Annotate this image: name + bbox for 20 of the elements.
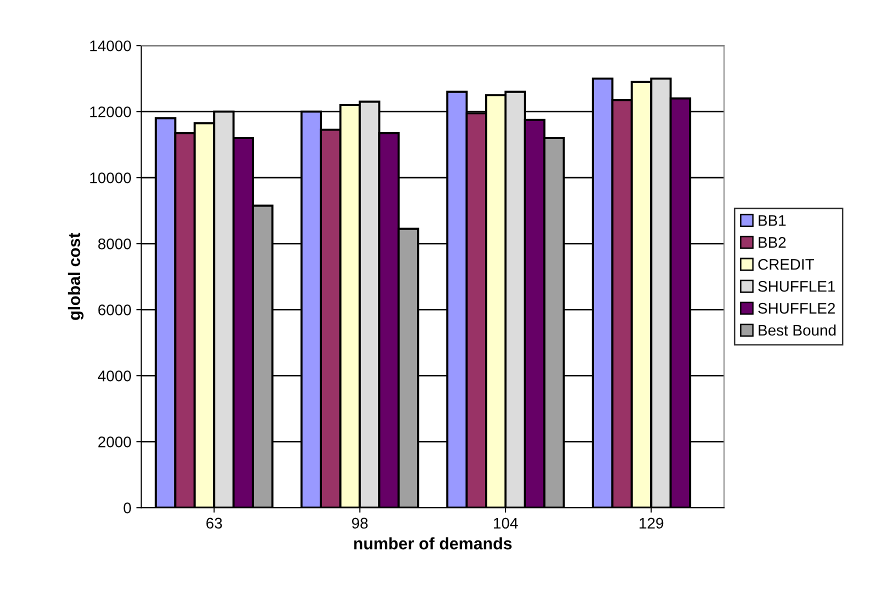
legend-label: BB2 <box>758 237 786 248</box>
legend-label: SHUFFLE1 <box>758 280 835 292</box>
legend-label: Best Bound <box>758 324 836 336</box>
legend-label: BB1 <box>758 215 786 226</box>
x-tick-label: 63 <box>206 518 222 529</box>
legend-label: CREDIT <box>758 258 814 270</box>
legend-label: SHUFFLE2 <box>758 302 835 314</box>
y-tick-label: 8000 <box>98 238 131 250</box>
y-tick-label: 0 <box>124 502 131 514</box>
y-tick-label: 2000 <box>98 436 131 448</box>
x-axis-title: number of demands <box>354 537 512 550</box>
x-tick-label: 98 <box>352 518 368 529</box>
x-tick-label: 129 <box>640 518 664 529</box>
y-tick-label: 4000 <box>98 370 131 382</box>
y-tick-label: 14000 <box>90 40 131 52</box>
x-tick-label: 104 <box>494 518 518 529</box>
y-axis-title: global cost <box>68 232 84 320</box>
y-tick-label: 12000 <box>90 106 131 118</box>
y-tick-label: 6000 <box>98 304 131 316</box>
y-tick-label: 10000 <box>90 172 131 184</box>
